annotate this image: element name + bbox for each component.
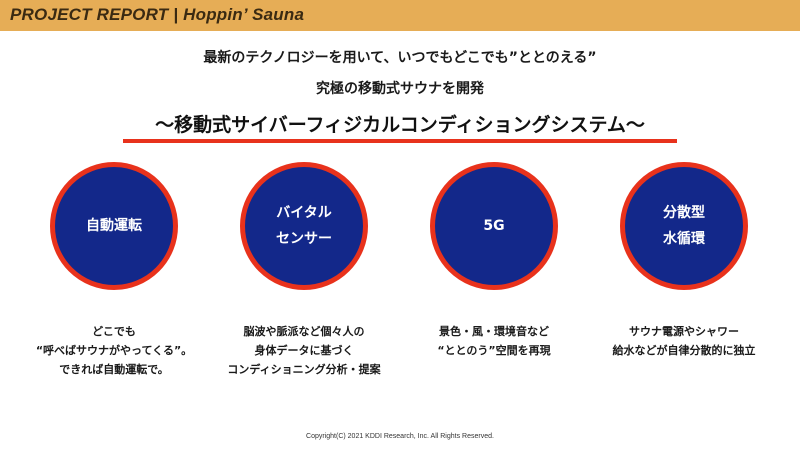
- feature-circle-autonomous-driving: 自動運転: [50, 162, 178, 290]
- feature-label: バイタル センサー: [276, 200, 332, 252]
- description-line: どこでも: [92, 325, 136, 338]
- description-line: “ととのう”空間を再現: [437, 344, 551, 357]
- feature-description-5g: 景色・風・環境音など “ととのう”空間を再現: [384, 322, 604, 360]
- feature-description-water-circulation: サウナ電源やシャワー 給水などが自律分散的に独立: [574, 322, 794, 360]
- feature-label-line: バイタル: [276, 205, 332, 221]
- report-title: PROJECT REPORT | Hoppin’ Sauna: [10, 5, 305, 24]
- feature-label-line: 自動運転: [86, 218, 142, 234]
- description-line: コンディショニング分析・提案: [227, 363, 381, 376]
- lead-line-2: 究極の移動式サウナを開発: [316, 81, 484, 97]
- headline-underline: [123, 139, 677, 143]
- feature-circle-water-circulation: 分散型 水循環: [620, 162, 748, 290]
- description-line: 身体データに基づく: [254, 344, 354, 357]
- feature-circle-5g: 5G: [430, 162, 558, 290]
- feature-label-line: センサー: [276, 231, 332, 247]
- system-headline: 〜移動式サイバーフィジカルコンディショングシステム〜: [155, 114, 645, 136]
- feature-label-line: 水循環: [663, 231, 705, 247]
- header-bar: PROJECT REPORT | Hoppin’ Sauna: [0, 0, 800, 31]
- feature-label: 自動運転: [86, 213, 142, 239]
- description-line: できれば自動運転で。: [59, 363, 169, 376]
- feature-label-line: 分散型: [663, 205, 705, 221]
- feature-label: 分散型 水循環: [663, 200, 705, 252]
- description-line: “呼べばサウナがやってくる”。: [35, 344, 193, 357]
- description-line: サウナ電源やシャワー: [629, 325, 739, 338]
- description-line: 景色・風・環境音など: [439, 325, 549, 338]
- description-line: 脳波や脈派など個々人の: [243, 325, 365, 338]
- feature-circle-vital-sensor: バイタル センサー: [240, 162, 368, 290]
- feature-description-autonomous-driving: どこでも “呼べばサウナがやってくる”。 できれば自動運転で。: [4, 322, 224, 379]
- feature-label: 5G: [483, 213, 504, 239]
- lead-line-1: 最新のテクノロジーを用いて、いつでもどこでも”ととのえる”: [203, 50, 597, 66]
- copyright-notice: Copyright(C) 2021 KDDI Research, Inc. Al…: [306, 433, 494, 440]
- feature-label-line: 5G: [483, 218, 505, 234]
- description-line: 給水などが自律分散的に独立: [612, 344, 756, 357]
- feature-description-vital-sensor: 脳波や脈派など個々人の 身体データに基づく コンディショニング分析・提案: [194, 322, 414, 379]
